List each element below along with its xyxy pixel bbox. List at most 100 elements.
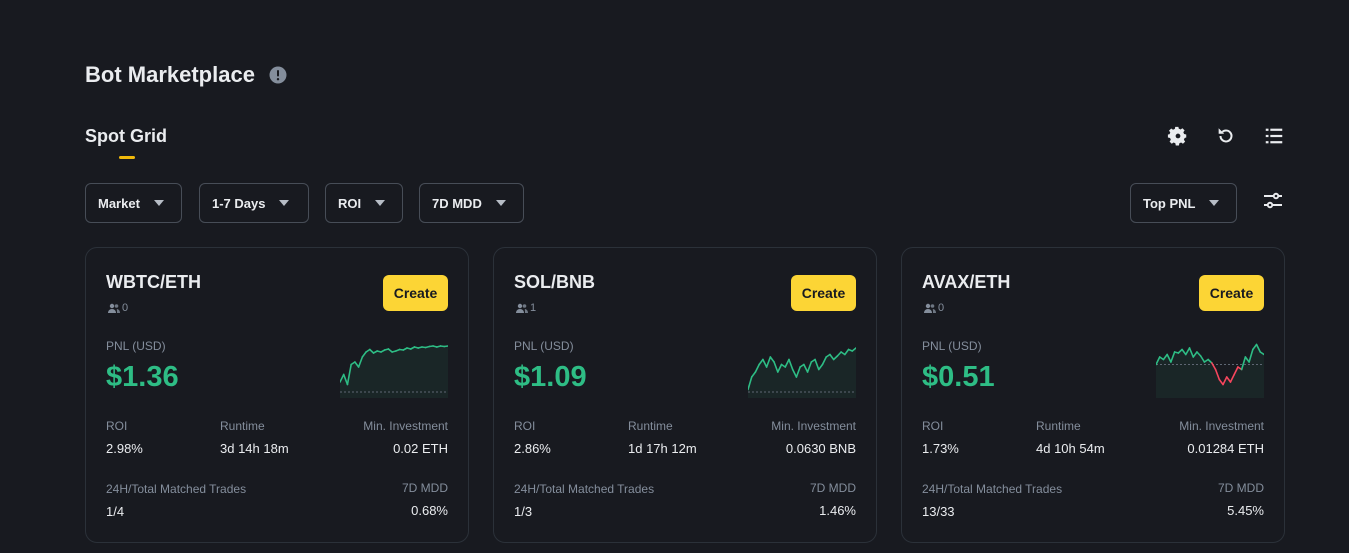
filter-runtime[interactable]: 1-7 Days <box>199 183 309 223</box>
sparkline-segment <box>354 361 360 368</box>
filter-roi[interactable]: ROI <box>325 183 403 223</box>
sparkline-segment <box>795 366 801 378</box>
sparkline-segment <box>762 358 768 368</box>
mdd-label: 7D MDD <box>809 481 856 495</box>
pnl-label: PNL (USD) <box>106 339 166 353</box>
filter-market[interactable]: Market <box>85 183 182 223</box>
pnl-value: $0.51 <box>922 361 995 393</box>
sparkline-segment <box>340 373 345 383</box>
bot-card[interactable]: SOL/BNB 1 Create PNL (USD) $1.09 ROI 2.8… <box>493 247 877 543</box>
info-icon[interactable] <box>269 66 287 84</box>
pnl-value: $1.09 <box>514 361 587 393</box>
refresh-icon[interactable] <box>1215 125 1237 147</box>
sparkline-segment <box>788 358 794 371</box>
sparkline-segment <box>346 363 352 386</box>
min-investment-value: 0.02 ETH <box>393 441 448 456</box>
filter-roi-label: ROI <box>338 195 362 211</box>
caret-down-icon <box>153 200 164 206</box>
bot-card[interactable]: AVAX/ETH 0 Create PNL (USD) $0.51 ROI 1.… <box>901 247 1285 543</box>
filter-runtime-label: 1-7 Days <box>212 195 266 211</box>
sparkline-segment <box>1170 351 1176 363</box>
matched-trades-label: 24H/Total Matched Trades <box>514 482 655 496</box>
sparkline-segment <box>806 361 813 373</box>
roi-label: ROI <box>922 419 944 433</box>
runtime-value: 3d 14h 18m <box>220 441 289 456</box>
sparkline-segment <box>1248 348 1254 363</box>
runtime-label: Runtime <box>628 419 673 433</box>
sparkline-segment <box>1259 351 1264 356</box>
sparkline-segment <box>758 358 764 366</box>
sparkline-segment <box>1222 376 1228 386</box>
pnl-sparkline <box>1156 343 1264 398</box>
pair-name: AVAX/ETH <box>922 272 1011 292</box>
sparkline-segment <box>1192 351 1198 358</box>
sparkline-segment <box>1166 353 1172 363</box>
filter-market-label: Market <box>98 195 140 211</box>
matched-trades-value: 13/33 <box>922 504 955 519</box>
filter-mdd[interactable]: 7D MDD <box>419 183 524 223</box>
mdd-value: 5.45% <box>1227 503 1264 518</box>
pnl-sparkline <box>340 345 448 398</box>
caret-down-icon <box>279 200 290 206</box>
pnl-sparkline <box>748 347 856 398</box>
gear-icon[interactable] <box>1167 125 1189 147</box>
sparkline-segment <box>791 368 798 378</box>
create-button[interactable]: Create <box>791 275 856 311</box>
pnl-value: $1.36 <box>106 361 179 393</box>
sparkline-segment <box>1184 347 1191 356</box>
sparkline-area <box>340 346 448 398</box>
sparkline-segment <box>1188 347 1195 358</box>
sparkline-segment <box>357 356 364 368</box>
user-count-value: 0 <box>122 302 129 314</box>
roi-label: ROI <box>106 419 128 433</box>
sparkline-segment <box>776 363 783 373</box>
tab-spot-grid[interactable]: Spot Grid <box>85 126 167 159</box>
user-count-value: 0 <box>938 302 945 314</box>
tab-label: Spot Grid <box>85 126 167 146</box>
sparkline-segment <box>836 351 842 357</box>
sparkline-segment <box>1211 362 1217 371</box>
filter-mdd-label: 7D MDD <box>432 195 482 211</box>
sparkline-segment <box>361 351 367 358</box>
runtime-label: Runtime <box>1036 419 1081 433</box>
sparkline-segment <box>1229 373 1236 383</box>
list-icon[interactable] <box>1263 125 1285 147</box>
pnl-label: PNL (USD) <box>922 339 982 353</box>
runtime-label: Runtime <box>220 419 265 433</box>
sparkline-segment <box>748 376 753 391</box>
sparkline-segment <box>773 361 779 373</box>
user-count-value: 1 <box>530 302 537 314</box>
user-count: 0 <box>924 302 944 314</box>
pair-name: SOL/BNB <box>514 272 595 292</box>
sparkline-segment <box>817 363 824 371</box>
sparkline-segment <box>803 363 809 373</box>
sparkline-segment <box>814 358 820 371</box>
runtime-value: 1d 17h 12m <box>628 441 697 456</box>
sparkline-segment <box>1218 378 1224 386</box>
user-count: 0 <box>108 302 128 314</box>
caret-down-icon <box>375 200 386 206</box>
bot-card[interactable]: WBTC/ETH 0 Create PNL (USD) $1.36 ROI 2.… <box>85 247 469 543</box>
create-button[interactable]: Create <box>1199 275 1264 311</box>
sparkline-segment <box>1225 376 1232 383</box>
sparkline-segment <box>443 345 448 348</box>
pair-name: WBTC/ETH <box>106 272 201 292</box>
sparkline-segment <box>821 356 828 366</box>
min-investment-label: Min. Investment <box>363 419 448 433</box>
min-investment-label: Min. Investment <box>1179 419 1264 433</box>
sparkline-segment <box>844 348 850 356</box>
sparkline-segment <box>1255 343 1262 353</box>
mdd-value: 1.46% <box>819 503 856 518</box>
sliders-icon[interactable] <box>1262 190 1284 212</box>
create-button[interactable]: Create <box>383 275 448 311</box>
matched-trades-label: 24H/Total Matched Trades <box>106 482 247 496</box>
sparkline-segment <box>368 348 375 354</box>
sparkline-segment <box>1162 353 1168 361</box>
users-icon <box>516 303 528 313</box>
sort-select[interactable]: Top PNL <box>1130 183 1237 223</box>
runtime-value: 4d 10h 54m <box>1036 441 1105 456</box>
users-icon <box>924 303 936 313</box>
sparkline-segment <box>1244 356 1250 363</box>
sparkline-segment <box>829 353 835 361</box>
sparkline-segment <box>342 373 349 386</box>
